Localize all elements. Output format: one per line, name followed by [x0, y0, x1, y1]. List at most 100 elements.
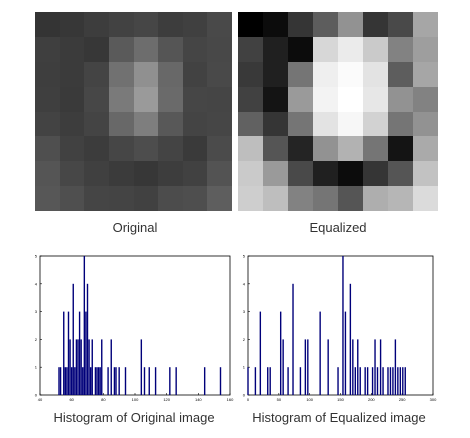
original-pixel — [108, 12, 134, 37]
equalized-pixel — [238, 136, 263, 162]
original-pixel — [84, 136, 109, 162]
equalized-pixel — [413, 111, 438, 137]
original-pixel — [182, 36, 208, 62]
original-pixel — [84, 12, 109, 37]
equalized-pixel — [263, 61, 288, 87]
original-pixel — [207, 61, 232, 87]
hist-equalized-y-tick: 4 — [243, 281, 250, 286]
equalized-pixel — [338, 12, 363, 37]
original-pixel — [158, 111, 183, 137]
equalized-pixel — [413, 61, 438, 87]
histogram-equalized-chart: 0 50 100 150 200 250 300 0 1 2 3 4 5 — [243, 254, 437, 403]
hist-equalized-y-tick-label: 4 — [243, 281, 246, 286]
original-pixel — [133, 161, 159, 187]
equalized-pixel — [313, 86, 338, 112]
hist-equalized-y-tick: 2 — [243, 337, 250, 342]
original-pixel — [133, 61, 159, 87]
original-pixel — [182, 161, 208, 187]
equalized-pixel — [363, 136, 388, 162]
equalized-pixel — [263, 186, 288, 211]
original-pixel — [35, 36, 60, 62]
hist-equalized-x-tick-label: 150 — [337, 397, 344, 402]
original-pixel — [207, 136, 232, 162]
hist-original-x-tick-label: 140 — [195, 397, 202, 402]
equalized-pixel — [388, 61, 413, 87]
hist-equalized-x-tick-label: 0 — [247, 397, 250, 402]
original-pixel — [133, 86, 159, 112]
original-pixel — [207, 12, 232, 37]
hist-original-y-tick-label: 0 — [35, 393, 38, 398]
equalized-pixel — [288, 36, 313, 62]
original-pixel — [207, 161, 232, 187]
hist-original-x-tick-label: 80 — [101, 397, 106, 402]
equalized-pixel — [288, 186, 313, 211]
original-pixel — [108, 61, 134, 87]
hist-original-y-tick: 5 — [35, 254, 42, 259]
equalized-pixel — [363, 111, 388, 137]
hist-equalized-x-tick-label: 100 — [306, 397, 313, 402]
equalized-pixel — [238, 12, 263, 37]
hist-original-x-tick: 140 — [195, 393, 202, 402]
original-pixel — [207, 111, 232, 137]
original-pixel — [84, 61, 109, 87]
equalized-pixel — [263, 86, 288, 112]
original-pixel — [59, 61, 85, 87]
equalized-pixel — [338, 61, 363, 87]
hist-equalized-x-tick-label: 50 — [277, 397, 282, 402]
original-pixel — [108, 136, 134, 162]
original-pixel — [158, 61, 183, 87]
original-pixel — [59, 161, 85, 187]
original-pixel — [84, 36, 109, 62]
equalized-pixel — [313, 161, 338, 187]
equalized-pixel — [313, 12, 338, 37]
original-pixel — [133, 136, 159, 162]
hist-equalized-x-tick: 100 — [306, 393, 314, 402]
original-image — [35, 12, 232, 211]
original-pixel — [158, 12, 183, 37]
equalized-pixel — [263, 36, 288, 62]
equalized-pixel — [238, 36, 263, 62]
hist-equalized-x-tick-label: 250 — [399, 397, 406, 402]
equalized-pixel — [238, 186, 263, 211]
caption-hist-original: Histogram of Original image — [53, 410, 215, 425]
equalized-pixel — [413, 161, 438, 187]
hist-equalized-x-tick-label: 300 — [430, 397, 437, 402]
equalized-pixel — [313, 61, 338, 87]
hist-original-y-tick-label: 3 — [35, 309, 38, 314]
equalized-pixel — [263, 161, 288, 187]
equalized-pixel — [388, 136, 413, 162]
hist-equalized-x-tick: 300 — [430, 393, 437, 402]
equalized-pixel — [363, 61, 388, 87]
original-pixel — [158, 86, 183, 112]
original-pixel — [84, 86, 109, 112]
original-pixel — [59, 36, 85, 62]
hist-original-y-tick-label: 5 — [35, 254, 38, 259]
equalized-pixel — [338, 136, 363, 162]
hist-equalized-x-tick: 50 — [277, 393, 282, 402]
original-pixel — [158, 136, 183, 162]
hist-original-y-tick: 3 — [35, 309, 42, 314]
original-pixel — [59, 136, 85, 162]
original-pixel — [35, 12, 60, 37]
original-pixel — [182, 61, 208, 87]
hist-original-x-tick-label: 60 — [69, 397, 74, 402]
hist-original-x-tick-label: 160 — [227, 397, 234, 402]
original-pixel — [158, 186, 183, 211]
original-pixel — [35, 86, 60, 112]
original-pixel — [133, 186, 159, 211]
equalized-pixel — [413, 36, 438, 62]
equalized-pixel — [413, 86, 438, 112]
original-pixel — [108, 161, 134, 187]
equalized-pixel — [388, 12, 413, 37]
equalized-pixel — [263, 12, 288, 37]
equalized-pixel — [238, 111, 263, 137]
equalized-pixel — [338, 161, 363, 187]
caption-hist-equalized: Histogram of Equalized image — [252, 410, 426, 425]
hist-original-x-tick: 100 — [132, 393, 139, 402]
original-pixel — [182, 86, 208, 112]
original-pixel — [35, 161, 60, 187]
hist-equalized-y-tick-label: 5 — [243, 254, 246, 259]
equalized-pixel — [338, 36, 363, 62]
histogram-original-chart: 40 60 80 100 120 140 160 0 1 2 3 4 5 — [35, 254, 234, 403]
equalized-pixel — [338, 186, 363, 211]
